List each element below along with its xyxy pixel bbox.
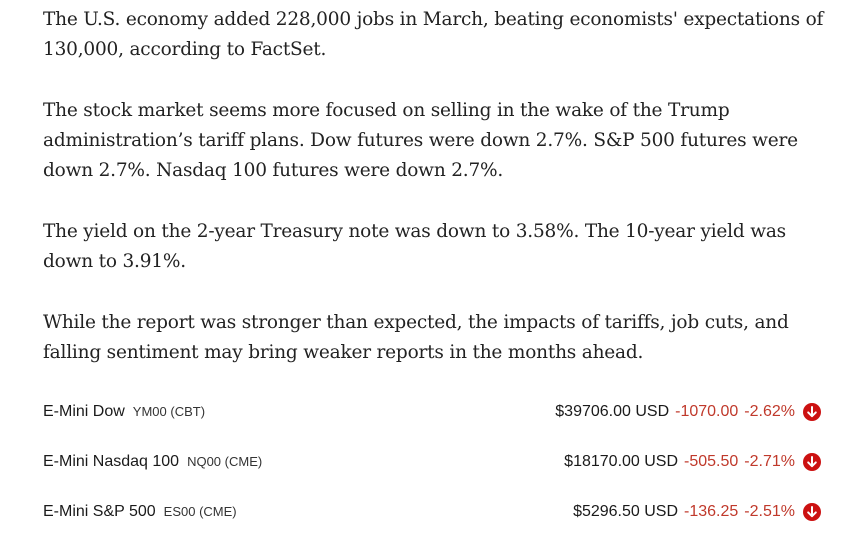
quote-row-sp500[interactable]: E-Mini S&P 500 ES00 (CME) $5296.50 USD -… xyxy=(43,497,821,527)
quote-change: -136.25 xyxy=(684,503,739,520)
quote-price: $18170.00 USD xyxy=(564,453,679,470)
quote-label: E-Mini S&P 500 ES00 (CME) xyxy=(43,503,237,521)
quote-name[interactable]: E-Mini Nasdaq 100 xyxy=(43,453,180,470)
quote-name[interactable]: E-Mini Dow xyxy=(43,403,125,420)
quote-change: -505.50 xyxy=(684,453,739,470)
quote-percent-change: -2.71% xyxy=(744,453,795,470)
quote-values: $39706.00 USD -1070.00 -2.62% xyxy=(555,403,821,421)
quote-values: $18170.00 USD -505.50 -2.71% xyxy=(564,453,821,471)
article-paragraph: While the report was stronger than expec… xyxy=(43,312,789,363)
quote-change: -1070.00 xyxy=(675,403,739,420)
quote-symbol: YM00 (CBT) xyxy=(132,404,206,419)
arrow-down-circle-icon xyxy=(803,453,821,471)
quote-values: $5296.50 USD -136.25 -2.51% xyxy=(573,503,821,521)
quote-percent-change: -2.62% xyxy=(744,403,795,420)
quote-symbol: ES00 (CME) xyxy=(163,504,237,519)
arrow-down-circle-icon xyxy=(803,403,821,421)
futures-quote-list: E-Mini Dow YM00 (CBT) $39706.00 USD -107… xyxy=(43,397,821,547)
quote-row-dow[interactable]: E-Mini Dow YM00 (CBT) $39706.00 USD -107… xyxy=(43,397,821,427)
quote-price: $5296.50 USD xyxy=(573,503,679,520)
quote-name[interactable]: E-Mini S&P 500 xyxy=(43,503,156,520)
article-paragraph: The U.S. economy added 228,000 jobs in M… xyxy=(43,9,824,60)
quote-percent-change: -2.51% xyxy=(744,503,795,520)
article-body: The U.S. economy added 228,000 jobs in M… xyxy=(43,5,833,399)
arrow-down-circle-icon xyxy=(803,503,821,521)
quote-symbol: NQ00 (CME) xyxy=(187,454,263,469)
article-paragraph: The stock market seems more focused on s… xyxy=(43,100,798,181)
article-paragraph: The yield on the 2-year Treasury note wa… xyxy=(43,221,786,272)
quote-row-nasdaq[interactable]: E-Mini Nasdaq 100 NQ00 (CME) $18170.00 U… xyxy=(43,447,821,477)
quote-label: E-Mini Dow YM00 (CBT) xyxy=(43,403,205,421)
quote-label: E-Mini Nasdaq 100 NQ00 (CME) xyxy=(43,453,262,471)
quote-price: $39706.00 USD xyxy=(555,403,670,420)
